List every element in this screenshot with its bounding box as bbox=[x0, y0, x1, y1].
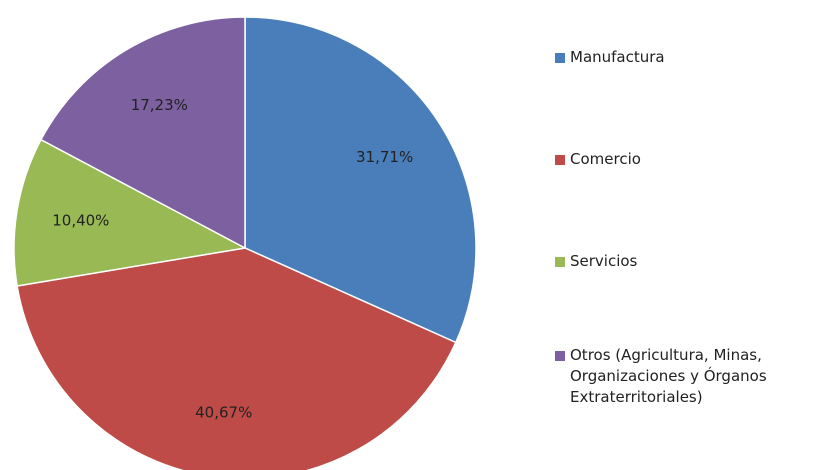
legend-swatch bbox=[555, 351, 565, 361]
pie-slice bbox=[244, 16, 477, 344]
data-label: 10,40% bbox=[52, 212, 109, 230]
legend-swatch bbox=[555, 257, 565, 267]
legend-label: Manufactura bbox=[570, 48, 665, 66]
legend-label: Otros (Agricultura, Minas, Organizacione… bbox=[570, 346, 767, 406]
pie-slice bbox=[13, 138, 248, 287]
legend-item: Manufactura bbox=[555, 47, 820, 68]
legend-swatch bbox=[555, 53, 565, 63]
legend-swatch bbox=[555, 155, 565, 165]
pie-slice bbox=[16, 247, 457, 470]
legend-item: Servicios bbox=[555, 251, 820, 272]
data-label: 31,71% bbox=[356, 148, 413, 166]
legend-item: Otros (Agricultura, Minas, Organizacione… bbox=[555, 345, 820, 408]
data-label: 17,23% bbox=[131, 96, 188, 114]
data-label: 40,67% bbox=[195, 403, 252, 421]
pie-slice bbox=[39, 16, 246, 250]
legend-label: Servicios bbox=[570, 252, 638, 270]
legend-item: Comercio bbox=[555, 149, 820, 170]
legend-label: Comercio bbox=[570, 150, 641, 168]
